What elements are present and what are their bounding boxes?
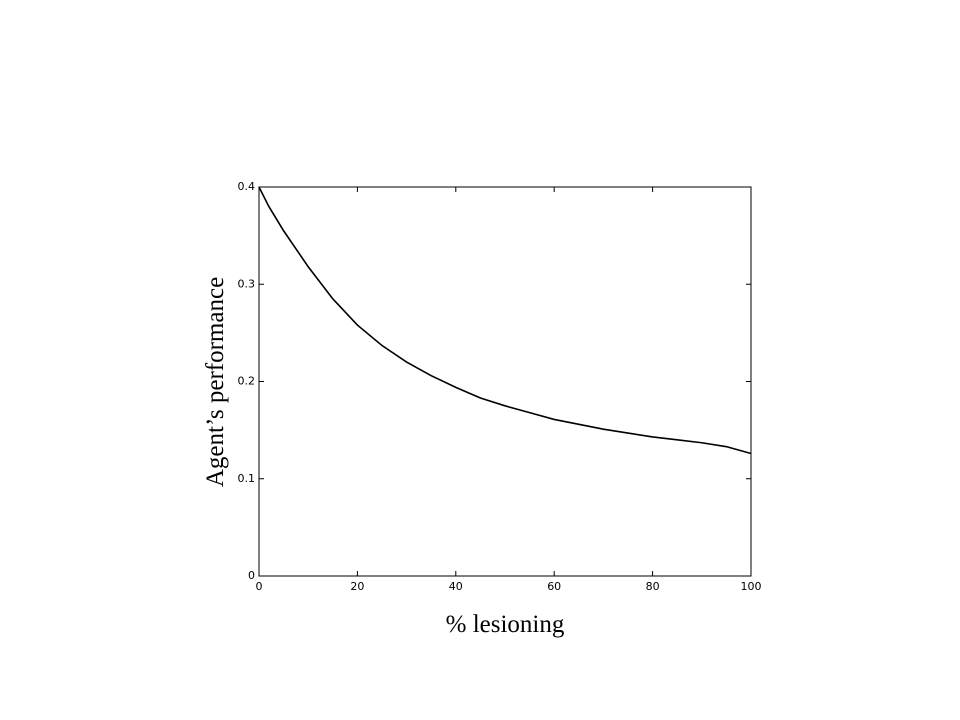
- y-tick-label: 0.4: [238, 180, 256, 193]
- line: [258, 186, 752, 455]
- y-tick-label: 0.2: [238, 375, 256, 388]
- y-axis-label: Agent’s performance: [202, 277, 229, 487]
- y-tick-label: 0.3: [238, 277, 256, 290]
- x-tick-label: 100: [741, 580, 762, 593]
- x-axis-label: % lesioning: [446, 611, 565, 638]
- x-tick-label: 0: [256, 580, 263, 593]
- x-tick-label: 80: [646, 580, 660, 593]
- y-tick-label: 0.1: [238, 472, 256, 485]
- plot-frame: [258, 186, 752, 577]
- x-tick-label: 40: [449, 580, 463, 593]
- x-tick-label: 20: [350, 580, 364, 593]
- x-tick-label: 60: [547, 580, 561, 593]
- y-tick-label: 0: [248, 569, 255, 582]
